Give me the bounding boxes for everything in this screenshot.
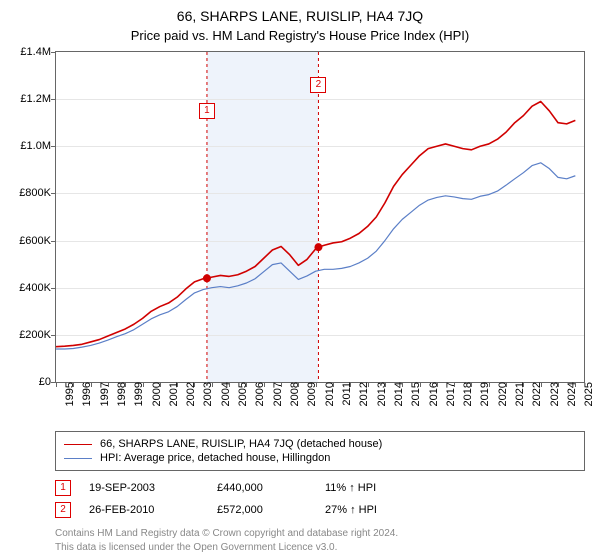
x-tick-mark <box>229 382 230 387</box>
footer-line-2: This data is licensed under the Open Gov… <box>55 541 585 555</box>
sale-diff: 11% ↑ HPI <box>325 482 376 494</box>
x-tick-mark <box>264 382 265 387</box>
y-tick-mark <box>51 99 56 100</box>
chart-svg <box>56 52 584 382</box>
x-tick-mark <box>73 382 74 387</box>
x-tick-mark <box>558 382 559 387</box>
legend: 66, SHARPS LANE, RUISLIP, HA4 7JQ (detac… <box>55 431 585 471</box>
sale-row: 2 26-FEB-2010 £572,000 27% ↑ HPI <box>55 499 585 521</box>
x-tick-mark <box>316 382 317 387</box>
sale-price: £440,000 <box>217 482 307 494</box>
sale-marker-dot <box>203 274 211 282</box>
sale-date: 26-FEB-2010 <box>89 504 199 516</box>
sale-marker-dot <box>314 243 322 251</box>
x-tick-mark <box>489 382 490 387</box>
y-tick-label: £200K <box>1 329 56 341</box>
x-tick-mark <box>420 382 421 387</box>
x-tick-mark <box>281 382 282 387</box>
legend-swatch <box>64 444 92 445</box>
x-tick-mark <box>108 382 109 387</box>
sale-marker-label: 1 <box>199 103 215 119</box>
plot-area: £0£200K£400K£600K£800K£1.0M£1.2M£1.4M199… <box>55 51 585 383</box>
sale-number-box: 2 <box>55 502 71 518</box>
y-tick-label: £1.0M <box>1 140 56 152</box>
legend-item: 66, SHARPS LANE, RUISLIP, HA4 7JQ (detac… <box>64 437 576 451</box>
legend-label: 66, SHARPS LANE, RUISLIP, HA4 7JQ (detac… <box>100 438 382 450</box>
x-tick-mark <box>437 382 438 387</box>
y-tick-label: £1.2M <box>1 93 56 105</box>
sale-row: 1 19-SEP-2003 £440,000 11% ↑ HPI <box>55 477 585 499</box>
x-tick-mark <box>471 382 472 387</box>
x-tick-mark <box>541 382 542 387</box>
chart-subtitle: Price paid vs. HM Land Registry's House … <box>0 28 600 43</box>
chart-title: 66, SHARPS LANE, RUISLIP, HA4 7JQ <box>0 8 600 24</box>
x-tick-mark <box>91 382 92 387</box>
legend-swatch <box>64 458 92 459</box>
x-tick-mark <box>385 382 386 387</box>
x-tick-mark <box>402 382 403 387</box>
x-tick-mark <box>212 382 213 387</box>
x-tick-mark <box>194 382 195 387</box>
x-tick-mark <box>177 382 178 387</box>
series-hpi <box>56 163 575 349</box>
y-tick-label: £400K <box>1 282 56 294</box>
x-tick-mark <box>350 382 351 387</box>
x-tick-mark <box>56 382 57 387</box>
x-tick-mark <box>125 382 126 387</box>
y-tick-label: £1.4M <box>1 46 56 58</box>
x-tick-mark <box>454 382 455 387</box>
footer: Contains HM Land Registry data © Crown c… <box>55 527 585 554</box>
sale-marker-label: 2 <box>310 77 326 93</box>
legend-label: HPI: Average price, detached house, Hill… <box>100 452 330 464</box>
x-tick-mark <box>575 382 576 387</box>
sale-diff: 27% ↑ HPI <box>325 504 377 516</box>
series-property <box>56 102 575 347</box>
y-tick-mark <box>51 146 56 147</box>
x-tick-mark <box>506 382 507 387</box>
sale-date: 19-SEP-2003 <box>89 482 199 494</box>
x-tick-mark <box>523 382 524 387</box>
y-tick-mark <box>51 335 56 336</box>
x-tick-mark <box>333 382 334 387</box>
x-tick-mark <box>143 382 144 387</box>
sales-list: 1 19-SEP-2003 £440,000 11% ↑ HPI 2 26-FEB-201… <box>55 477 585 521</box>
chart-container: 66, SHARPS LANE, RUISLIP, HA4 7JQ Price … <box>0 8 600 554</box>
legend-item: HPI: Average price, detached house, Hill… <box>64 451 576 465</box>
y-tick-mark <box>51 288 56 289</box>
x-tick-label: 2025 <box>579 382 595 406</box>
sale-price: £572,000 <box>217 504 307 516</box>
y-tick-mark <box>51 193 56 194</box>
y-tick-label: £800K <box>1 187 56 199</box>
y-tick-mark <box>51 52 56 53</box>
x-tick-mark <box>160 382 161 387</box>
x-tick-mark <box>368 382 369 387</box>
y-tick-mark <box>51 241 56 242</box>
footer-line-1: Contains HM Land Registry data © Crown c… <box>55 527 585 541</box>
y-tick-label: £0 <box>1 376 56 388</box>
y-tick-label: £600K <box>1 235 56 247</box>
sale-number-box: 1 <box>55 480 71 496</box>
x-tick-mark <box>246 382 247 387</box>
x-tick-mark <box>298 382 299 387</box>
